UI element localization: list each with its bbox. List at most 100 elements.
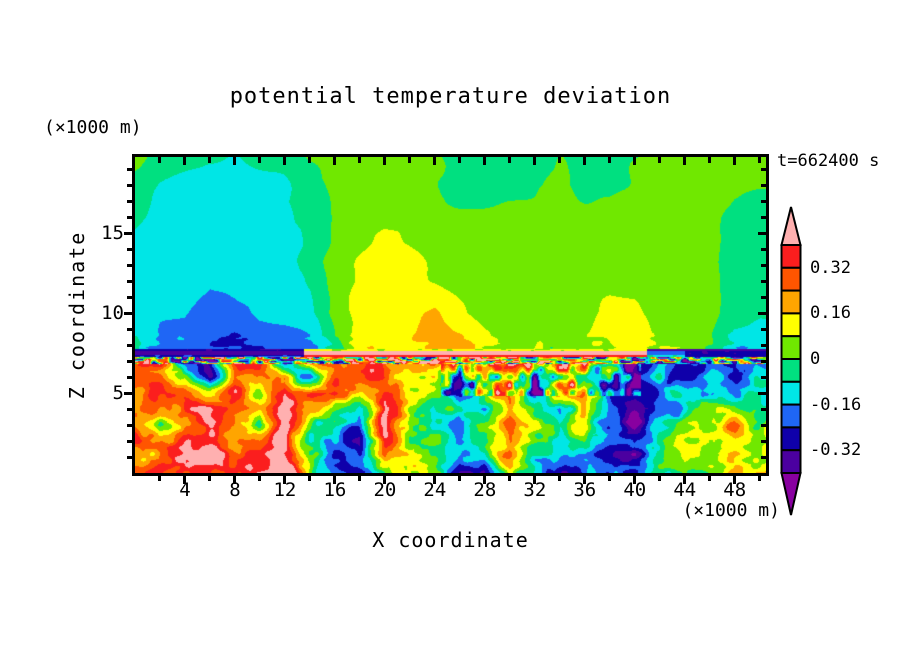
axis-tick <box>761 263 766 267</box>
x-tick-label: 32 <box>523 479 547 501</box>
axis-tick <box>127 295 132 299</box>
axis-tick <box>761 439 766 443</box>
axis-tick <box>283 157 287 165</box>
axis-tick <box>708 476 712 481</box>
x-tick-label: 4 <box>179 479 191 501</box>
axis-tick <box>127 263 132 267</box>
colorbar-band <box>780 289 802 315</box>
x-tick-label: 48 <box>723 479 747 501</box>
axis-tick <box>127 215 132 219</box>
colorbar <box>780 206 802 516</box>
axis-tick <box>183 157 187 165</box>
axis-tick <box>127 279 132 283</box>
axis-tick <box>533 157 537 165</box>
axis-tick <box>233 157 237 165</box>
axis-tick <box>333 157 337 165</box>
axis-tick <box>761 327 766 331</box>
axis-tick <box>761 247 766 251</box>
colorbar-band <box>780 358 802 383</box>
axis-tick <box>758 476 762 481</box>
axis-tick <box>127 167 132 171</box>
colorbar-label: 0.16 <box>810 303 851 324</box>
axis-tick <box>761 279 766 283</box>
axis-tick <box>308 476 312 481</box>
axis-tick <box>308 157 312 163</box>
axis-tick <box>658 157 662 163</box>
colorbar-label: -0.32 <box>810 440 862 461</box>
axis-tick <box>608 476 612 481</box>
colorbar-band <box>780 426 802 452</box>
axis-tick <box>124 391 132 395</box>
axis-tick <box>708 157 712 163</box>
axis-tick <box>183 476 187 484</box>
axis-tick <box>127 359 132 363</box>
axis-tick <box>558 476 562 481</box>
axis-tick <box>761 359 766 363</box>
x-tick-label: 24 <box>423 479 447 501</box>
y-tick-label: 15 <box>101 222 124 244</box>
axis-tick <box>358 157 362 163</box>
axis-tick <box>633 476 637 484</box>
axis-tick <box>127 183 132 187</box>
y-tick-label: 10 <box>101 302 124 324</box>
axis-tick <box>127 375 132 379</box>
colorbar-label: 0 <box>810 349 821 369</box>
axis-tick <box>358 476 362 481</box>
x-tick-label: 28 <box>473 479 497 501</box>
x-tick-label: 20 <box>373 479 397 501</box>
colorbar-arrow-top <box>780 206 802 246</box>
x-axis-unit-label: (×1000 m) <box>682 500 780 521</box>
axis-tick <box>258 157 262 163</box>
axis-tick <box>761 167 766 171</box>
x-tick-label: 16 <box>323 479 347 501</box>
x-tick-label: 40 <box>623 479 647 501</box>
colorbar-band <box>780 244 802 269</box>
axis-tick <box>408 476 412 481</box>
axis-tick <box>483 476 487 484</box>
axis-tick <box>283 476 287 484</box>
axis-tick <box>758 311 766 315</box>
axis-tick <box>758 157 762 163</box>
axis-tick <box>127 199 132 203</box>
axis-tick <box>127 439 132 443</box>
axis-tick <box>761 183 766 187</box>
axis-tick <box>533 476 537 484</box>
axis-tick <box>761 407 766 411</box>
axis-tick <box>458 476 462 481</box>
axis-tick <box>761 295 766 299</box>
x-tick-label: 12 <box>273 479 297 501</box>
axis-tick <box>658 476 662 481</box>
axis-tick <box>433 157 437 165</box>
colorbar-band <box>780 266 802 292</box>
axis-tick <box>583 476 587 484</box>
axis-tick <box>124 231 132 235</box>
axis-tick <box>233 476 237 484</box>
axis-tick <box>127 407 132 411</box>
colorbar-label: -0.16 <box>810 394 862 415</box>
colorbar-band <box>780 403 802 429</box>
axis-tick <box>558 157 562 163</box>
y-axis-unit-label: (×1000 m) <box>44 117 142 138</box>
colorbar-band <box>780 335 802 360</box>
axis-tick <box>633 157 637 165</box>
axis-tick <box>483 157 487 165</box>
axis-tick <box>127 327 132 331</box>
axis-tick <box>758 391 766 395</box>
axis-tick <box>408 157 412 163</box>
axis-tick <box>608 157 612 163</box>
axis-tick <box>761 375 766 379</box>
axis-tick <box>127 423 132 427</box>
colorbar-band <box>780 380 802 406</box>
axis-tick <box>761 199 766 203</box>
axis-tick <box>258 476 262 481</box>
axis-tick <box>127 343 132 347</box>
colorbar-band <box>780 449 802 474</box>
time-annotation: t=662400 s <box>777 151 880 171</box>
colorbar-label: 0.32 <box>810 257 851 278</box>
axis-tick <box>333 476 337 484</box>
colorbar-arrow-bottom <box>780 472 802 516</box>
axis-tick <box>127 247 132 251</box>
axis-tick <box>383 476 387 484</box>
x-tick-label: 44 <box>673 479 697 501</box>
